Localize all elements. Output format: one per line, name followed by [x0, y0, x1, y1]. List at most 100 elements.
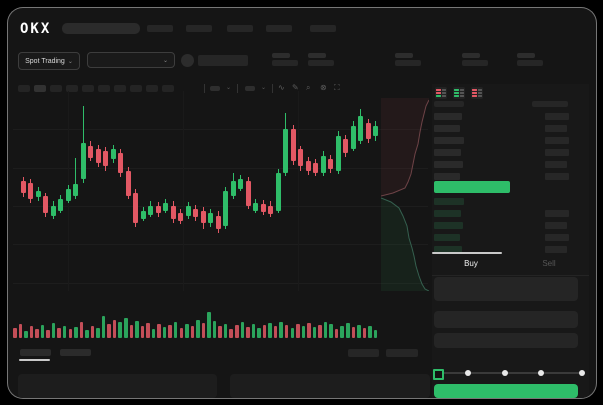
tool-slot-7[interactable]	[130, 85, 142, 92]
candle-body	[336, 136, 341, 171]
book-bids-icon[interactable]	[453, 87, 465, 99]
bid-price[interactable]	[434, 210, 461, 217]
toggle-line	[472, 89, 482, 91]
order-field-2[interactable]	[434, 333, 578, 348]
tool-slot-9[interactable]	[162, 85, 174, 92]
volume-bar	[229, 329, 233, 338]
market-mode-dropdown[interactable]: Spot Trading ⌄	[18, 52, 80, 70]
gridline-h	[13, 168, 428, 169]
toggle-cell-gray	[459, 95, 464, 97]
volume-bar	[157, 324, 161, 338]
stat-label-2	[395, 53, 413, 58]
volume-bar	[40, 325, 45, 338]
ask-price[interactable]	[434, 137, 464, 144]
candle-body	[21, 181, 26, 193]
book-asks-icon[interactable]	[471, 87, 483, 99]
draw-pencil-icon[interactable]: ✎	[292, 83, 299, 92]
tool-slot-8[interactable]	[146, 85, 158, 92]
candle-type-dropdown-chevron-icon[interactable]: ⌄	[261, 85, 267, 91]
ask-price[interactable]	[434, 161, 463, 168]
tool-slot-4[interactable]	[82, 85, 94, 92]
bid-price[interactable]	[434, 222, 463, 229]
bid-price[interactable]	[434, 234, 460, 241]
ask-price[interactable]	[434, 173, 460, 180]
amount-slider-track[interactable]	[436, 372, 584, 374]
interval-dropdown-chevron-icon[interactable]: ⌄	[226, 85, 232, 91]
slider-stop-72[interactable]	[538, 370, 545, 376]
nav-item-3[interactable]	[266, 25, 292, 32]
divider	[432, 275, 589, 276]
bottom-tab-1[interactable]	[60, 349, 91, 356]
tool-slot-0[interactable]	[18, 85, 30, 92]
candle-body	[111, 149, 116, 159]
ask-price[interactable]	[434, 113, 462, 120]
candle-body	[231, 181, 236, 196]
tool-slot-3[interactable]	[66, 85, 78, 92]
candle-body	[66, 189, 71, 201]
ask-amount	[545, 125, 567, 132]
ask-price[interactable]	[434, 149, 461, 156]
stat-value-0	[272, 60, 298, 66]
interval-dropdown[interactable]	[210, 86, 220, 91]
nav-item-2[interactable]	[227, 25, 253, 32]
volume-bar	[118, 322, 122, 338]
tab-sell[interactable]: Sell	[542, 259, 556, 268]
last-price-badge[interactable]	[434, 181, 510, 193]
gridline-h	[13, 283, 428, 284]
nav-item-0[interactable]	[147, 25, 173, 32]
candle-type-dropdown[interactable]	[245, 86, 255, 91]
tool-slot-6[interactable]	[114, 85, 126, 92]
order-field-0[interactable]	[434, 277, 578, 301]
volume-bar	[196, 320, 200, 338]
tool-slot-1[interactable]	[34, 85, 46, 92]
toggle-cell-color	[472, 95, 477, 97]
slider-stop-22[interactable]	[465, 370, 472, 376]
bottom-chip-0[interactable]	[348, 349, 379, 357]
candle-body	[343, 139, 348, 153]
slider-handle[interactable]	[433, 369, 444, 380]
bid-amount	[545, 222, 567, 229]
volume-bar	[129, 325, 134, 338]
volume-bar	[207, 312, 211, 338]
fullscreen-icon[interactable]: ⛶	[334, 83, 340, 92]
toggle-cell-color	[436, 89, 441, 91]
candle-body	[163, 203, 168, 211]
candle-body	[283, 129, 288, 173]
candle-body	[36, 191, 41, 197]
candle-body	[141, 211, 146, 219]
bottom-tab-underline	[19, 359, 50, 361]
order-field-1[interactable]	[434, 311, 578, 328]
candle-body	[366, 123, 371, 139]
search-input[interactable]	[62, 23, 140, 34]
tool-slot-2[interactable]	[50, 85, 62, 92]
candlestick-chart[interactable]	[13, 91, 379, 291]
bottom-panel-0	[18, 374, 217, 398]
slider-stop-100[interactable]	[579, 370, 585, 376]
undo-circle-icon[interactable]: ⊗	[320, 83, 327, 92]
indicator-wave-icon[interactable]: ∿	[278, 83, 285, 92]
nav-item-4[interactable]	[310, 25, 336, 32]
volume-bar	[318, 325, 322, 338]
candle-body	[43, 196, 48, 213]
bottom-chip-1[interactable]	[386, 349, 418, 357]
bid-price[interactable]	[434, 246, 462, 253]
tool-slot-5[interactable]	[98, 85, 110, 92]
toggle-cell-gray	[441, 92, 446, 94]
buy-submit-button[interactable]	[434, 384, 578, 398]
candle-body	[118, 153, 123, 173]
pair-selector-dropdown[interactable]: ⌄	[87, 52, 175, 68]
candle-body	[171, 206, 176, 219]
slider-stop-47[interactable]	[501, 370, 508, 376]
bottom-tab-0[interactable]	[20, 349, 51, 356]
candle-body	[208, 213, 213, 223]
book-combined-icon[interactable]	[435, 87, 447, 99]
tab-buy[interactable]: Buy	[464, 259, 478, 268]
screenshot-icon[interactable]: ⌕	[306, 83, 311, 92]
bid-price[interactable]	[434, 198, 464, 205]
volume-bar	[62, 326, 67, 338]
nav-item-1[interactable]	[186, 25, 212, 32]
ask-price[interactable]	[434, 125, 460, 132]
gridline-v	[183, 91, 184, 291]
candle-body	[81, 143, 86, 179]
candle-body	[28, 183, 33, 199]
